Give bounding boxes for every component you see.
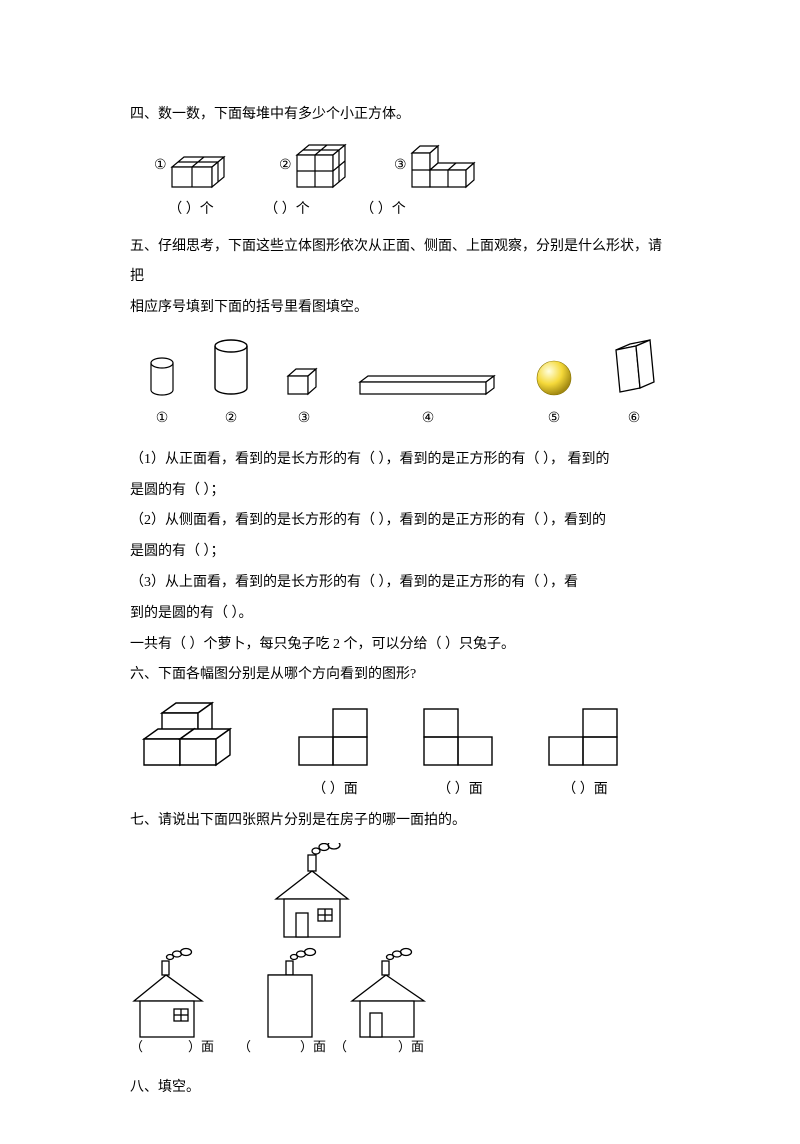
q4-title: 四、数一数，下面每堆中有多少个小正方体。 bbox=[130, 100, 670, 131]
q5-label-4: ④ bbox=[358, 404, 498, 435]
q6-cap-1: （ ）面 bbox=[295, 775, 375, 806]
shape-cylinder-small bbox=[148, 356, 176, 398]
svg-text:）面: ）面 bbox=[398, 1039, 424, 1054]
q5-p1: （1）从正面看，看到的是长方形的有（ ），看到的是正方形的有（ ）， 看到的 bbox=[130, 445, 670, 476]
shape-tall-cuboid bbox=[610, 338, 658, 398]
q5-p2b: 是圆的有（ ）； bbox=[130, 537, 670, 568]
q5-p3b: 到的是圆的有（ ）。 bbox=[130, 599, 670, 630]
q7-title: 七、请说出下面四张照片分别是在房子的哪一面拍的。 bbox=[130, 806, 670, 837]
q5-shapes-row bbox=[130, 338, 670, 398]
svg-text:（: （ bbox=[130, 1039, 143, 1054]
q6-view-2 bbox=[420, 705, 500, 771]
q6-figures bbox=[140, 701, 670, 771]
q8-title: 八、填空。 bbox=[130, 1073, 670, 1104]
q5-label-6: ⑥ bbox=[610, 404, 658, 435]
shape-sphere bbox=[534, 358, 574, 398]
q6-captions: （ ）面 （ ）面 （ ）面 bbox=[140, 775, 670, 806]
q5-p3: （3）从上面看，看到的是长方形的有（ ），看到的是正方形的有（ ），看 bbox=[130, 568, 670, 599]
q5-labels-row: ① ② ③ ④ ⑤ ⑥ bbox=[130, 404, 670, 435]
svg-text:（: （ bbox=[334, 1039, 347, 1054]
q4-figures: ① ② bbox=[130, 139, 670, 191]
q5-label-5: ⑤ bbox=[534, 404, 574, 435]
q7-svg: （ ）面 （ ）面 bbox=[130, 843, 550, 1068]
q6-cap-3: （ ）面 bbox=[545, 775, 625, 806]
q6-view-1 bbox=[295, 705, 375, 771]
q4-captions: （ ）个 （ ）个 （ ）个 bbox=[130, 195, 670, 226]
q5-extra: 一共有（ ）个萝卜，每只兔子吃 2 个，可以分给（ ）只兔子。 bbox=[130, 630, 670, 661]
q4-blank-2: （ ）个 bbox=[248, 195, 326, 226]
q4-blank-1: （ ）个 bbox=[152, 195, 230, 226]
q6-cap-2: （ ）面 bbox=[420, 775, 500, 806]
svg-text:）面: ）面 bbox=[300, 1039, 326, 1054]
q5-label-3: ③ bbox=[286, 404, 322, 435]
q5-p1b: 是圆的有（ ）； bbox=[130, 476, 670, 507]
q4-label-1: ① bbox=[154, 158, 167, 173]
q4-label-3: ③ bbox=[394, 158, 407, 173]
q5-title-2: 相应序号填到下面的括号里看图填空。 bbox=[130, 293, 670, 324]
q5-label-2: ② bbox=[212, 404, 250, 435]
q5-label-1: ① bbox=[148, 404, 176, 435]
shape-cube-small bbox=[286, 366, 322, 398]
q4-svg: ① ② bbox=[154, 139, 564, 191]
q5-p2: （2）从侧面看，看到的是长方形的有（ ），看到的是正方形的有（ ），看到的 bbox=[130, 506, 670, 537]
shape-cylinder-large bbox=[212, 338, 250, 398]
q5-title-1: 五、仔细思考，下面这些立体图形依次从正面、侧面、上面观察，分别是什么形状，请把 bbox=[130, 232, 670, 294]
svg-text:（: （ bbox=[238, 1039, 251, 1054]
q6-3d-shape bbox=[140, 701, 250, 771]
q4-blank-3: （ ）个 bbox=[344, 195, 422, 226]
q4-label-2: ② bbox=[279, 158, 292, 173]
q6-title: 六、下面各幅图分别是从哪个方向看到的图形? bbox=[130, 660, 670, 691]
q7-houses: （ ）面 （ ）面 bbox=[130, 843, 670, 1073]
svg-text:）面: ）面 bbox=[188, 1039, 214, 1054]
q6-view-3 bbox=[545, 705, 625, 771]
shape-long-cuboid bbox=[358, 374, 498, 398]
